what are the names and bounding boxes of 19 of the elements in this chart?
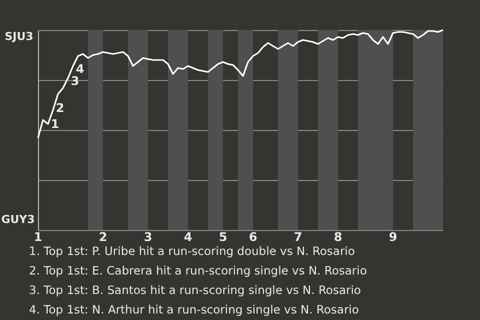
text: 1. Top 1st: P. Uribe hit a run-scoring double vs N. Rosario: [29, 244, 355, 258]
text: 2. Top 1st: E. Cabrera hit a run-scoring single vs N. Rosario: [29, 264, 367, 278]
annotation: 4: [76, 62, 84, 76]
x-tick-label: 8: [334, 230, 342, 244]
x-tick-label: 2: [98, 230, 108, 244]
text: 4. Top 1st: N. Arthur hit a run-scoring single vs N. Rosario: [29, 302, 359, 316]
x-tick-label: 6: [248, 230, 258, 244]
x-tick-label: 3: [144, 230, 152, 244]
x-tick-label: 5: [218, 230, 228, 244]
text: SJU3: [4, 30, 34, 43]
annotation: 2: [56, 101, 64, 115]
annotation: 3: [70, 74, 80, 88]
x-tick-label: 7: [294, 230, 302, 244]
x-tick-label: 4: [184, 230, 192, 244]
x-tick-label: 1: [34, 230, 42, 244]
text: GUY3: [1, 213, 35, 226]
annotation: 1: [50, 117, 60, 131]
x-tick-label: 9: [388, 230, 398, 244]
text: 3. Top 1st: B. Santos hit a run-scoring single vs N. Rosario: [29, 283, 361, 297]
